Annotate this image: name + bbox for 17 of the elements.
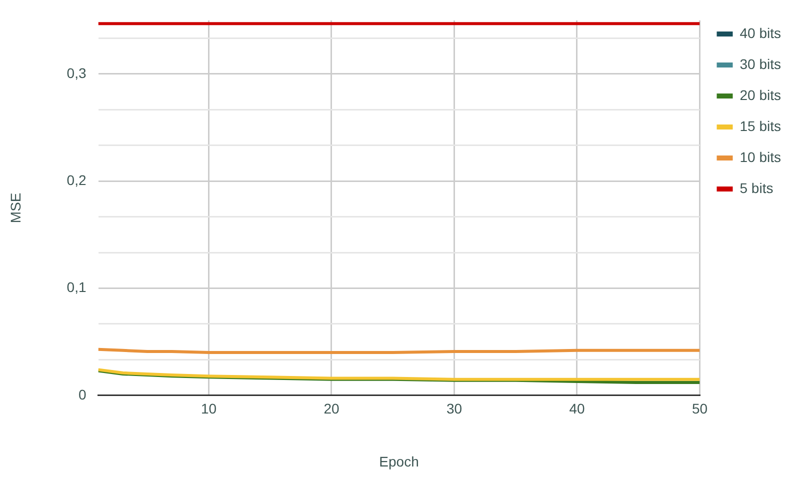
x-tick-label: 10: [200, 400, 217, 417]
x-axis-title: Epoch: [379, 453, 419, 470]
x-tick-label: 50: [692, 400, 708, 417]
y-tick-label: 0,2: [66, 172, 86, 188]
legend-label: 15 bits: [740, 118, 781, 134]
x-tick-label: 20: [324, 400, 340, 417]
legend-label: 40 bits: [740, 24, 781, 41]
legend-label: 10 bits: [740, 148, 781, 165]
y-tick-label: 0,3: [66, 64, 86, 81]
legend-label: 20 bits: [740, 86, 781, 103]
y-axis-title: MSE: [7, 192, 24, 224]
y-tick-label: 0,1: [66, 279, 86, 296]
legend-label: 30 bits: [740, 56, 781, 72]
x-tick-label: 30: [446, 400, 462, 417]
x-tick-label: 40: [569, 400, 585, 417]
y-tick-label: 0: [78, 386, 86, 402]
legend-label: 5 bits: [740, 180, 774, 196]
